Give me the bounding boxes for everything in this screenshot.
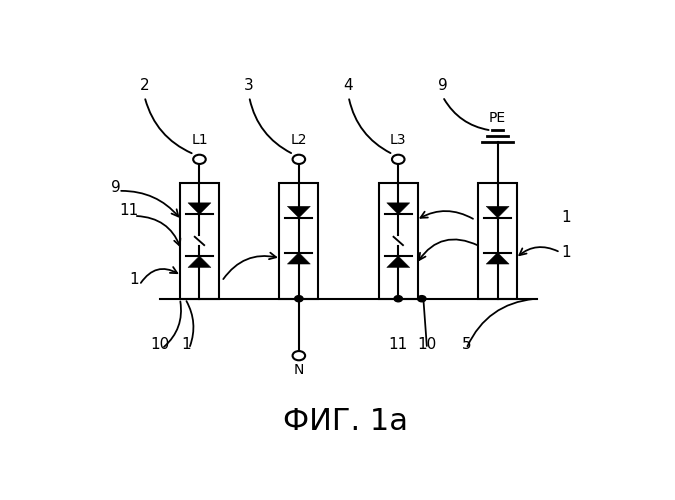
Bar xyxy=(478,183,517,298)
Circle shape xyxy=(292,154,305,164)
Circle shape xyxy=(193,154,206,164)
Polygon shape xyxy=(486,252,509,264)
Polygon shape xyxy=(188,203,211,214)
Bar xyxy=(379,183,418,298)
Text: 1: 1 xyxy=(182,338,191,352)
Polygon shape xyxy=(486,206,509,218)
Text: 5: 5 xyxy=(462,338,471,352)
Text: 1: 1 xyxy=(129,272,139,287)
Text: 10: 10 xyxy=(417,338,437,352)
Text: 9: 9 xyxy=(438,78,448,92)
Bar xyxy=(180,183,219,298)
Polygon shape xyxy=(387,256,410,268)
Text: 4: 4 xyxy=(344,78,354,92)
Circle shape xyxy=(295,296,303,302)
Text: N: N xyxy=(294,364,304,378)
Text: 3: 3 xyxy=(244,78,254,92)
Polygon shape xyxy=(387,203,410,214)
Text: ФИГ. 1а: ФИГ. 1а xyxy=(284,408,408,436)
Circle shape xyxy=(292,351,305,360)
Polygon shape xyxy=(288,206,311,218)
Text: 11: 11 xyxy=(389,338,408,352)
Text: 1: 1 xyxy=(561,210,570,226)
Text: 11: 11 xyxy=(119,202,138,218)
Text: 2: 2 xyxy=(140,78,149,92)
Text: L3: L3 xyxy=(390,132,406,146)
Text: 9: 9 xyxy=(111,180,121,194)
Text: L1: L1 xyxy=(191,132,208,146)
Circle shape xyxy=(418,296,426,302)
Bar xyxy=(279,183,319,298)
Polygon shape xyxy=(188,256,211,268)
Text: 1: 1 xyxy=(561,245,570,260)
Text: L2: L2 xyxy=(291,132,307,146)
Text: 10: 10 xyxy=(151,338,170,352)
Polygon shape xyxy=(288,252,311,264)
Circle shape xyxy=(392,154,404,164)
Circle shape xyxy=(394,296,402,302)
Text: PE: PE xyxy=(489,112,506,126)
